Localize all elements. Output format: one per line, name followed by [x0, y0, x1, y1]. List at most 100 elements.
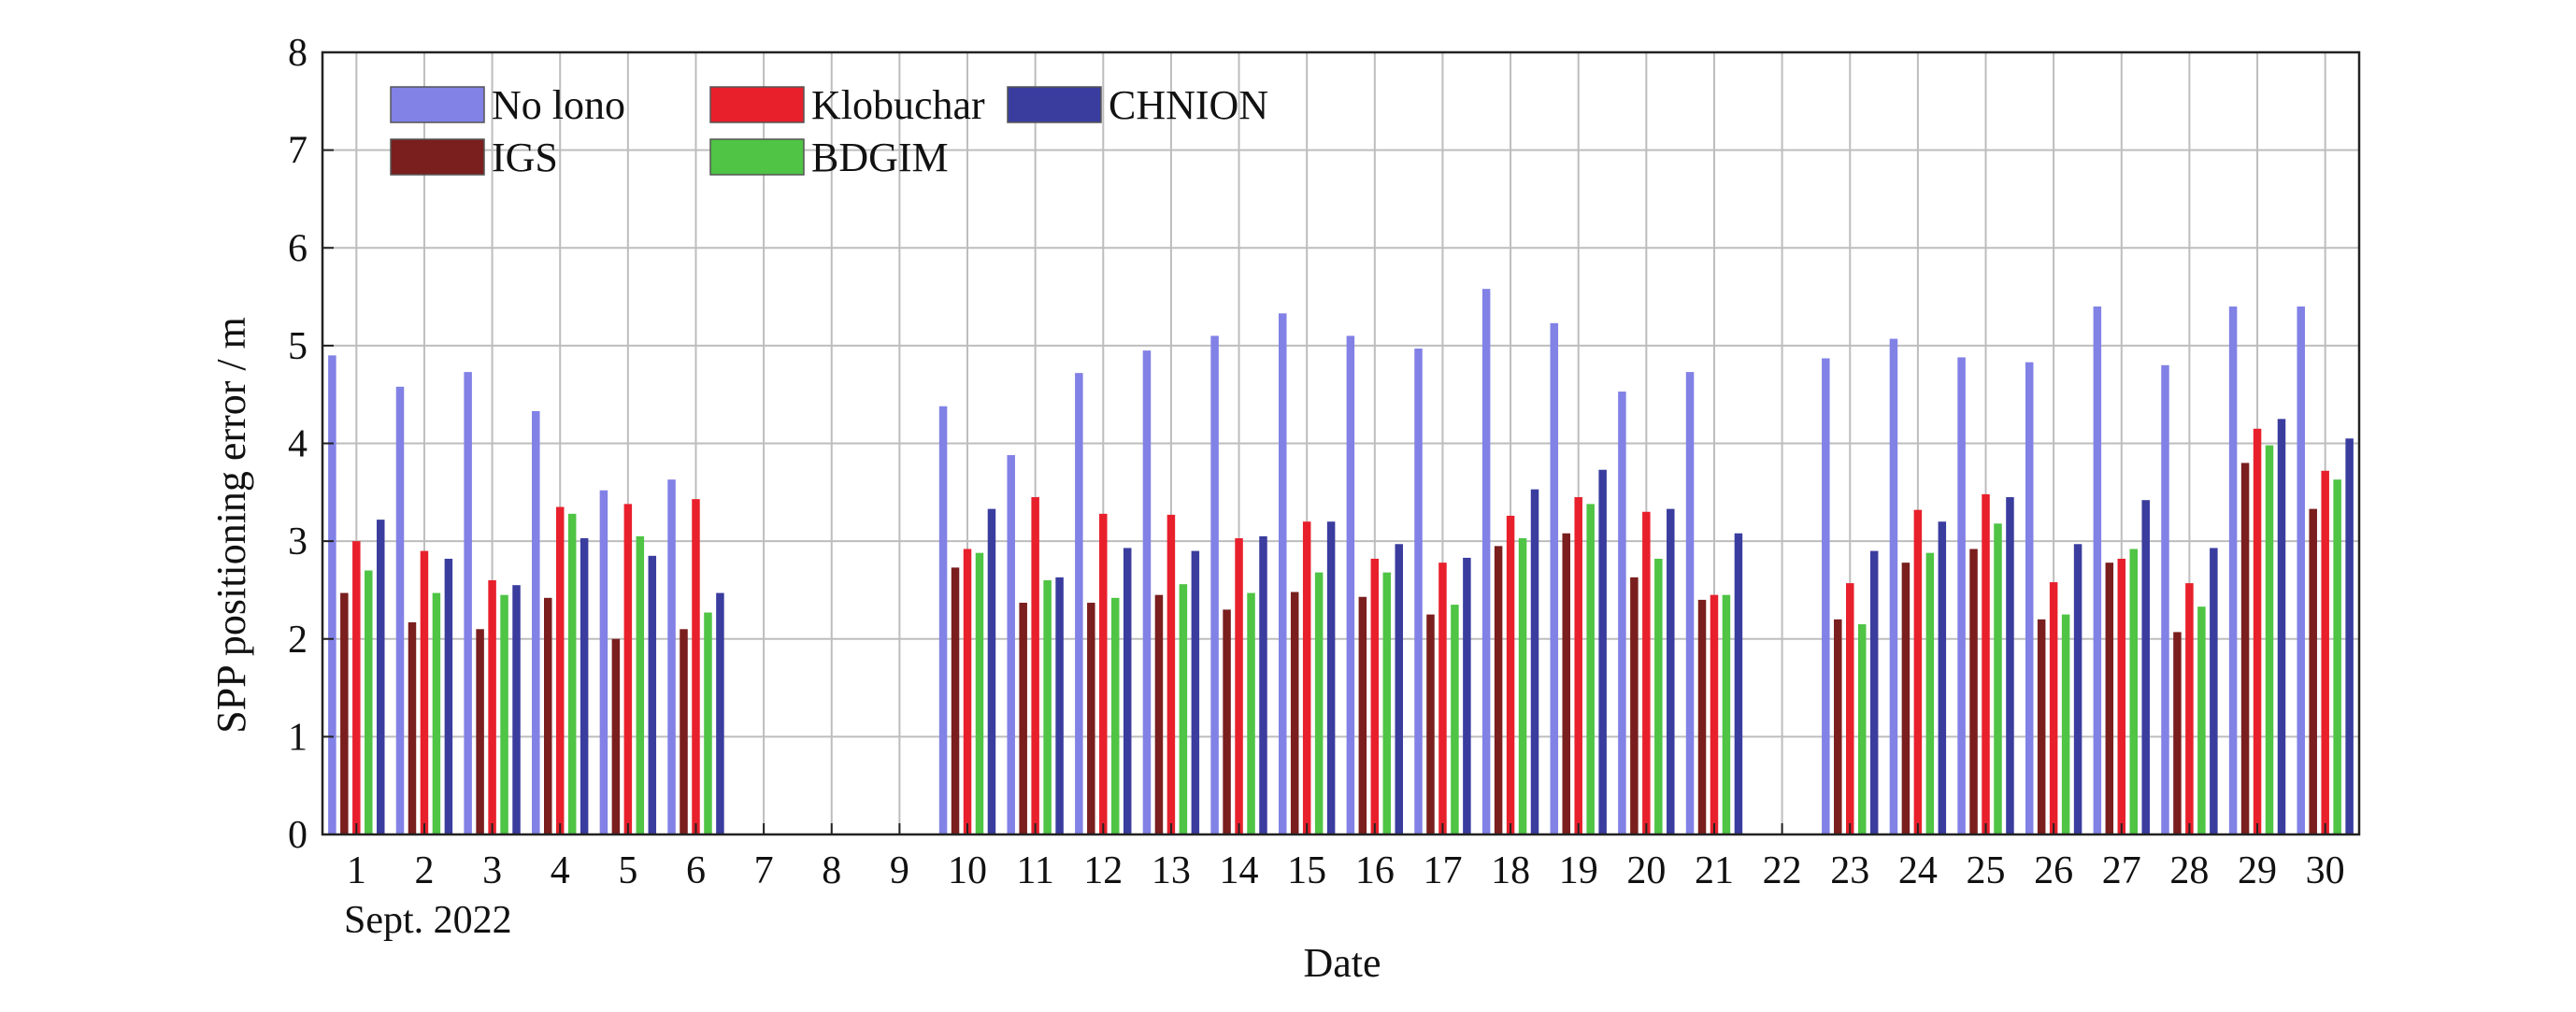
y-tick-label: 3: [288, 520, 308, 563]
bar-no-lono: [599, 490, 608, 834]
x-tick-label: 1: [347, 849, 366, 892]
bar-chnion: [716, 592, 724, 834]
x-tick-label: 23: [1830, 849, 1869, 892]
bar-igs: [543, 597, 552, 834]
bar-klobuchar: [1506, 515, 1515, 834]
legend-swatch: [1007, 86, 1102, 123]
bar-bdgim: [1314, 572, 1324, 834]
bar-no-lono: [1278, 313, 1287, 834]
bar-bdgim: [2061, 614, 2070, 834]
bar-klobuchar: [2321, 470, 2329, 834]
bar-bdgim: [1586, 504, 1595, 834]
x-tick-label: 5: [618, 849, 637, 892]
legend-label: CHNION: [1109, 82, 1268, 128]
bar-chnion: [1463, 557, 1471, 834]
bar-igs: [2240, 463, 2250, 834]
bar-klobuchar: [1913, 509, 1923, 834]
bar-igs: [1630, 577, 1639, 834]
bar-igs: [611, 638, 621, 834]
bar-igs: [1697, 599, 1707, 834]
bar-bdgim: [1994, 523, 2002, 834]
bar-bdgim: [1925, 552, 1935, 834]
legend-swatch: [709, 138, 805, 176]
bar-klobuchar: [555, 506, 565, 834]
bar-no-lono: [1481, 289, 1491, 834]
x-tick-label: 10: [948, 849, 987, 892]
bar-chnion: [1123, 548, 1132, 834]
bar-chnion: [2006, 497, 2014, 834]
bar-klobuchar: [1574, 497, 1582, 834]
legend-label: BDGIM: [811, 135, 949, 180]
legend-label: IGS: [492, 135, 558, 180]
bar-chnion: [1869, 550, 1879, 834]
bar-no-lono: [2228, 306, 2238, 834]
bar-bdgim: [567, 513, 577, 834]
x-tick-label: 14: [1220, 849, 1259, 892]
bar-no-lono: [2025, 362, 2034, 834]
bar-klobuchar: [2117, 558, 2126, 834]
bar-klobuchar: [1846, 583, 1854, 834]
bar-bdgim: [2197, 606, 2206, 834]
bar-no-lono: [395, 386, 405, 834]
legend-label: Klobuchar: [811, 82, 985, 128]
bar-klobuchar: [2185, 583, 2194, 834]
x-tick-label: 21: [1695, 849, 1734, 892]
bar-bdgim: [1043, 579, 1052, 834]
bar-igs: [1358, 596, 1367, 834]
y-tick-label: 0: [288, 814, 308, 857]
legend-swatch: [709, 86, 805, 123]
bar-no-lono: [2297, 306, 2305, 834]
legend-swatch: [390, 86, 485, 123]
bar-igs: [680, 629, 688, 834]
bar-klobuchar: [1370, 558, 1380, 834]
bar-bdgim: [2333, 479, 2341, 834]
x-tick-label: 8: [822, 849, 841, 892]
x-tick-label: 13: [1152, 849, 1191, 892]
bar-chnion: [1259, 535, 1267, 834]
legend: No lono Klobuchar CHNION IGS BDGIM: [390, 82, 1268, 180]
bar-bdgim: [2265, 445, 2274, 834]
bar-chnion: [2141, 500, 2150, 834]
bar-chnion: [377, 520, 385, 834]
bar-chnion: [987, 508, 996, 834]
bar-klobuchar: [692, 499, 700, 834]
bar-chnion: [2345, 438, 2354, 834]
bar-no-lono: [2161, 364, 2169, 834]
bar-chnion: [1055, 577, 1064, 834]
bar-chnion: [444, 558, 453, 834]
bar-chnion: [580, 537, 589, 834]
bar-no-lono: [1685, 372, 1695, 834]
bar-bdgim: [1382, 572, 1392, 834]
bar-klobuchar: [2049, 582, 2058, 834]
bar-bdgim: [975, 552, 984, 834]
bar-klobuchar: [1166, 514, 1176, 834]
bar-igs: [1019, 603, 1027, 834]
x-tick-label: 26: [2034, 849, 2073, 892]
bar-no-lono: [328, 355, 336, 834]
bar-no-lono: [1550, 322, 1559, 834]
x-tick-label: 30: [2306, 849, 2345, 892]
x-tick-label: 20: [1626, 849, 1666, 892]
bar-bdgim: [2129, 549, 2139, 834]
bar-no-lono: [1142, 350, 1152, 834]
x-tick-label: 22: [1763, 849, 1802, 892]
bar-no-lono: [2093, 306, 2102, 834]
y-tick-label: 5: [288, 325, 308, 368]
bar-no-lono: [1346, 335, 1355, 835]
bar-igs: [1426, 614, 1435, 834]
bar-klobuchar: [420, 550, 429, 834]
bar-chnion: [2210, 548, 2218, 834]
bar-chnion: [1530, 489, 1539, 834]
x-tick-label: 4: [551, 849, 570, 892]
bar-chnion: [1667, 508, 1675, 834]
bar-igs: [340, 592, 349, 834]
bar-chnion: [1734, 533, 1743, 834]
x-tick-label: 24: [1898, 849, 1938, 892]
bar-igs: [2309, 508, 2317, 834]
bar-no-lono: [938, 406, 948, 834]
x-tick-label: 28: [2169, 849, 2209, 892]
y-tick-label: 6: [288, 227, 308, 270]
legend-swatch: [390, 138, 485, 176]
